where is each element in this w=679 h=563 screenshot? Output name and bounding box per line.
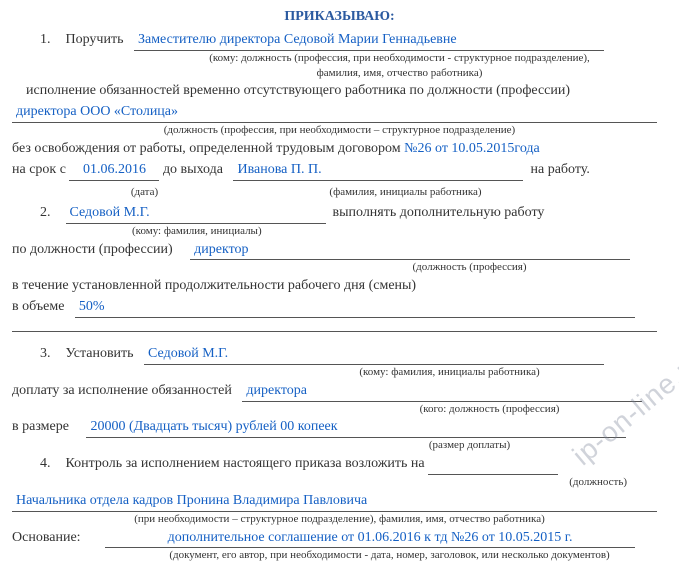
item-1-line4a: на срок с bbox=[12, 162, 66, 177]
item-2-num: 2. bbox=[12, 204, 62, 223]
item-1-assignee: Заместителю директора Седовой Марии Генн… bbox=[134, 31, 604, 51]
item-2-tail: выполнять дополнительную работу bbox=[333, 205, 545, 220]
item-2-line2: по должности (профессии) директор bbox=[12, 241, 667, 261]
item-2-line4: в объеме 50% bbox=[12, 298, 667, 318]
item-1-line1: 1. Поручить Заместителю директора Седово… bbox=[12, 31, 667, 51]
item-1-line2: исполнение обязанностей временно отсутст… bbox=[12, 82, 667, 101]
item-1-word: Поручить bbox=[66, 32, 124, 47]
item-1-hint1: (кому: должность (профессия, при необход… bbox=[12, 51, 667, 66]
item-4-hint2: (при необходимости – структурное подразд… bbox=[12, 512, 667, 527]
item-2-assignee: Седовой М.Г. bbox=[66, 204, 326, 224]
item-4-responsible-row: Начальника отдела кадров Пронина Владими… bbox=[12, 492, 667, 512]
item-2-line3: в течение установленной продолжительност… bbox=[12, 277, 667, 296]
item-1-datefrom: 01.06.2016 bbox=[69, 161, 159, 181]
item-2-position: директор bbox=[190, 241, 630, 261]
item-3-amount: 20000 (Двадцать тысяч) рублей 00 копеек bbox=[86, 418, 626, 438]
item-4-responsible: Начальника отдела кадров Пронина Владими… bbox=[12, 492, 657, 512]
item-1-hint4b: (фамилия, инициалы работника) bbox=[256, 185, 556, 200]
item-1-position-row: директора ООО «Столица» bbox=[12, 103, 667, 123]
item-1-line4b: до выхода bbox=[163, 162, 223, 177]
item-2-line4a: в объеме bbox=[12, 299, 64, 314]
item-3-hint2: (кого: должность (профессия) bbox=[12, 402, 667, 417]
item-4-num: 4. bbox=[12, 455, 62, 474]
basis-text: дополнительное соглашение от 01.06.2016 … bbox=[105, 529, 635, 549]
item-3-word: Установить bbox=[66, 346, 134, 361]
item-1-line3a: без освобождения от работы, определенной… bbox=[12, 141, 401, 156]
item-2-line2a: по должности (профессии) bbox=[12, 242, 173, 257]
order-title: ПРИКАЗЫВАЮ: bbox=[12, 8, 667, 27]
item-1-line4c: на работу. bbox=[530, 162, 589, 177]
item-3-hint1: (кому: фамилия, инициалы работника) bbox=[12, 365, 667, 380]
divider-1 bbox=[12, 331, 657, 332]
item-3-line1: 3. Установить Седовой М.Г. bbox=[12, 345, 667, 365]
item-3-hint3: (размер доплаты) bbox=[12, 438, 667, 453]
item-2-hint1: (кому: фамилия, инициалы) bbox=[92, 224, 667, 239]
item-1-hint4a: (дата) bbox=[67, 185, 222, 200]
item-3-assignee: Седовой М.Г. bbox=[144, 345, 604, 365]
item-3-num: 3. bbox=[12, 345, 62, 364]
item-2-volume: 50% bbox=[75, 298, 635, 318]
item-4-hint1: (должность) bbox=[12, 475, 667, 490]
item-3-position: директора bbox=[242, 382, 642, 402]
item-2-line1: 2. Седовой М.Г. выполнять дополнительную… bbox=[12, 204, 667, 224]
item-4-text: Контроль за исполнением настоящего прика… bbox=[66, 456, 425, 471]
item-1-absent: Иванова П. П. bbox=[233, 161, 523, 181]
item-1-position: директора ООО «Столица» bbox=[12, 103, 657, 123]
item-1-num: 1. bbox=[12, 31, 62, 50]
item-1-contract: №26 от 10.05.2015года bbox=[404, 141, 540, 156]
item-3-line2: доплату за исполнение обязанностей дирек… bbox=[12, 382, 667, 402]
item-1-hints4: (дата) (фамилия, инициалы работника) bbox=[12, 183, 667, 202]
item-1-line4: на срок с 01.06.2016 до выхода Иванова П… bbox=[12, 161, 667, 181]
basis-hint: (документ, его автор, при необходимости … bbox=[12, 548, 667, 563]
item-4-line1: 4. Контроль за исполнением настоящего пр… bbox=[12, 455, 667, 475]
item-3-line3a: в размере bbox=[12, 419, 69, 434]
item-1-line3: без освобождения от работы, определенной… bbox=[12, 140, 667, 159]
basis-row: Основание: дополнительное соглашение от … bbox=[12, 529, 667, 549]
item-1-hint2: фамилия, имя, отчество работника) bbox=[12, 66, 667, 81]
item-3-line3: в размере 20000 (Двадцать тысяч) рублей … bbox=[12, 418, 667, 438]
item-2-hint2: (должность (профессия) bbox=[12, 260, 667, 275]
item-3-line2a: доплату за исполнение обязанностей bbox=[12, 383, 232, 398]
item-1-hint3: (должность (профессия, при необходимости… bbox=[12, 123, 667, 138]
basis-label: Основание: bbox=[12, 530, 81, 545]
